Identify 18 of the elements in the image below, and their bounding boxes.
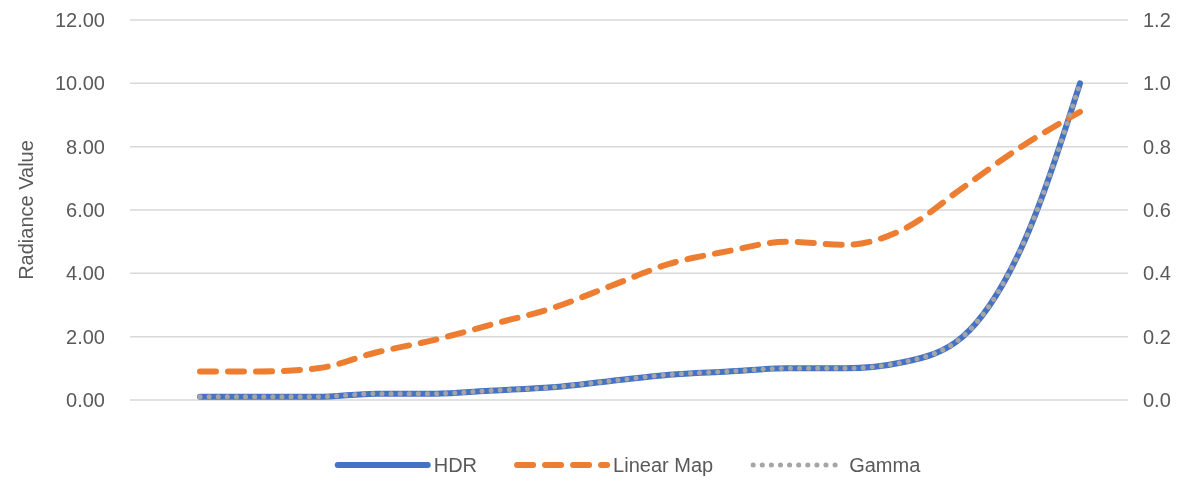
y2-tick-label: 0.0 xyxy=(1143,388,1171,411)
legend-label: Gamma xyxy=(849,454,922,476)
y-tick-label: 10.00 xyxy=(54,72,105,95)
y2-tick-label: 1.0 xyxy=(1143,72,1171,95)
y-tick-label: 0.00 xyxy=(66,388,105,411)
y2-tick-label: 1.2 xyxy=(1143,8,1171,31)
y2-tick-label: 0.4 xyxy=(1143,262,1171,285)
legend-label: Linear Map xyxy=(613,454,714,476)
legend-label: HDR xyxy=(433,454,478,476)
y-tick-label: 4.00 xyxy=(66,262,105,285)
y-axis-title: Radiance Value xyxy=(15,140,37,280)
y-tick-label: 6.00 xyxy=(66,198,105,221)
y-tick-label: 2.00 xyxy=(66,325,105,348)
y2-tick-label: 0.6 xyxy=(1143,198,1171,221)
y2-tick-label: 0.2 xyxy=(1143,325,1171,348)
y-tick-label: 8.00 xyxy=(66,135,105,158)
y2-tick-label: 0.8 xyxy=(1143,135,1171,158)
y-tick-label: 12.00 xyxy=(54,8,105,31)
